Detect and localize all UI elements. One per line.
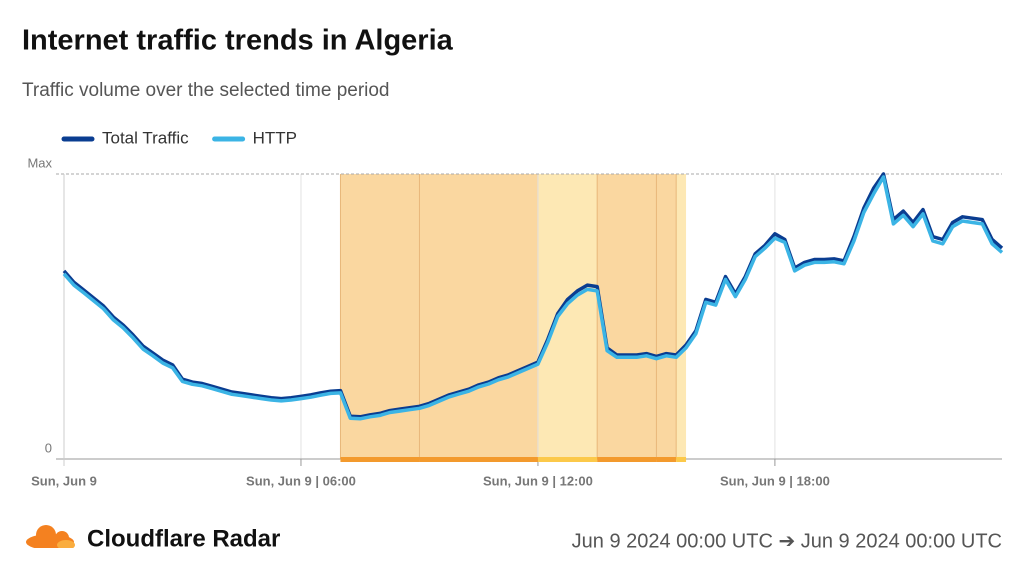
x-tick-label: Sun, Jun 9 | 12:00 (483, 473, 593, 488)
x-tick-label: Sun, Jun 9 | 06:00 (246, 473, 356, 488)
y-tick-label: Max (27, 155, 52, 170)
highlight-bar (676, 457, 687, 462)
series-line (62, 175, 1004, 421)
highlight-region (597, 174, 657, 459)
date-range: Jun 9 2024 00:00 UTC ➔ Jun 9 2024 00:00 … (572, 530, 1002, 552)
y-tick-label: 0 (45, 440, 52, 455)
chart-subtitle: Traffic volume over the selected time pe… (22, 80, 390, 101)
brand: Cloudflare Radar (87, 525, 280, 552)
highlight-bar (340, 457, 420, 462)
highlight-bar (656, 457, 677, 462)
highlight-region (656, 174, 677, 459)
highlight-bar (419, 457, 538, 462)
x-tick-label: Sun, Jun 9 (31, 473, 97, 488)
logo (20, 525, 78, 551)
highlight-region (676, 174, 687, 459)
highlight-region (537, 174, 598, 459)
legend-label: HTTP (253, 128, 297, 147)
highlight-region (419, 174, 538, 459)
chart-title: Internet traffic trends in Algeria (22, 25, 454, 57)
highlight-bar (537, 457, 598, 462)
highlight-bar (597, 457, 657, 462)
x-tick-label: Sun, Jun 9 | 18:00 (720, 473, 830, 488)
legend-label: Total Traffic (102, 128, 189, 147)
